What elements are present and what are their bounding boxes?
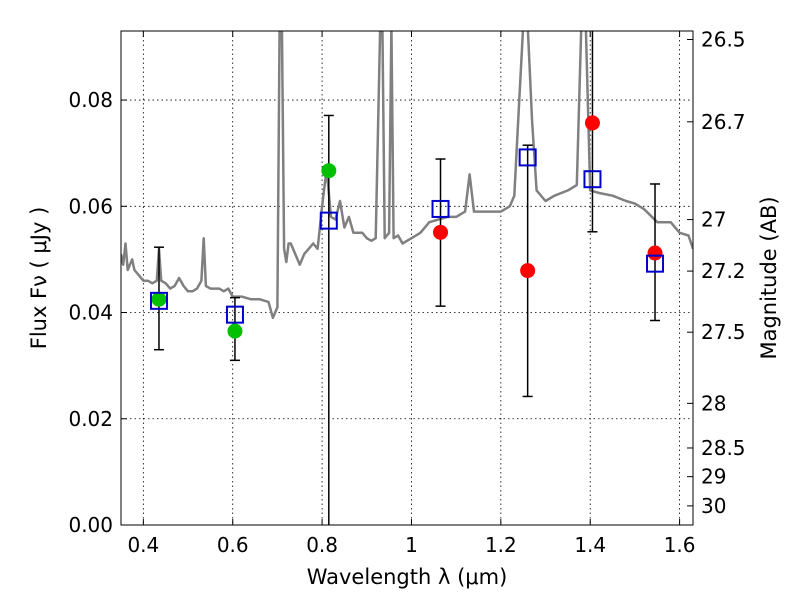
x-axis-label: Wavelength λ (μm) [307, 565, 508, 589]
model-point-square [583, 170, 602, 189]
axis-ticks: 0.4 0.6 0.8 1 1.2 1.4 1.6 0.00 0.02 0.04 0.06 0.08 2… [68, 27, 745, 557]
model-point-square [518, 148, 537, 167]
plot-area [121, 31, 693, 525]
right-tick-label: 28 [701, 391, 726, 415]
data-point-circle [584, 115, 600, 131]
right-tick-label: 27 [701, 208, 726, 232]
right-axis-label: Magnitude (AB) [757, 196, 781, 359]
y-tick-label: 0.02 [68, 407, 113, 431]
right-tick-label: 26.5 [701, 27, 746, 51]
grid-lines [121, 31, 693, 526]
data-point-circle [151, 291, 167, 307]
model-point-square [225, 305, 244, 324]
data-point-circle [520, 263, 536, 279]
axes-frame [120, 30, 694, 526]
x-tick-label: 1.2 [485, 533, 517, 557]
y-tick-label: 0.04 [68, 301, 113, 325]
right-tick-label: 27.2 [701, 259, 746, 283]
y-axis-label: Flux Fν ( μJy ) [27, 207, 51, 350]
model-point-square [646, 254, 665, 273]
x-tick-label: 1.4 [574, 533, 606, 557]
right-tick-label: 30 [701, 494, 726, 518]
right-tick-label: 28.5 [701, 436, 746, 460]
x-tick-label: 0.4 [127, 533, 159, 557]
right-tick-label: 29 [701, 465, 726, 489]
data-point-circle [321, 163, 337, 179]
right-tick-label: 27.5 [701, 320, 746, 344]
y-tick-label: 0.08 [68, 88, 113, 112]
right-tick-label: 26.7 [701, 110, 746, 134]
model-point-square [149, 291, 168, 310]
model-point-square [431, 199, 450, 218]
y-tick-label: 0.06 [68, 194, 113, 218]
model-point-square [319, 211, 338, 230]
model-spectrum-line [121, 31, 693, 320]
x-tick-label: 1 [405, 533, 418, 557]
data-point-circle [227, 323, 243, 339]
x-tick-label: 0.6 [217, 533, 249, 557]
data-point-circle [433, 224, 449, 240]
data-point-circle [647, 245, 663, 261]
x-tick-label: 0.8 [306, 533, 338, 557]
x-tick-label: 1.6 [664, 533, 696, 557]
y-tick-label: 0.00 [68, 513, 113, 537]
